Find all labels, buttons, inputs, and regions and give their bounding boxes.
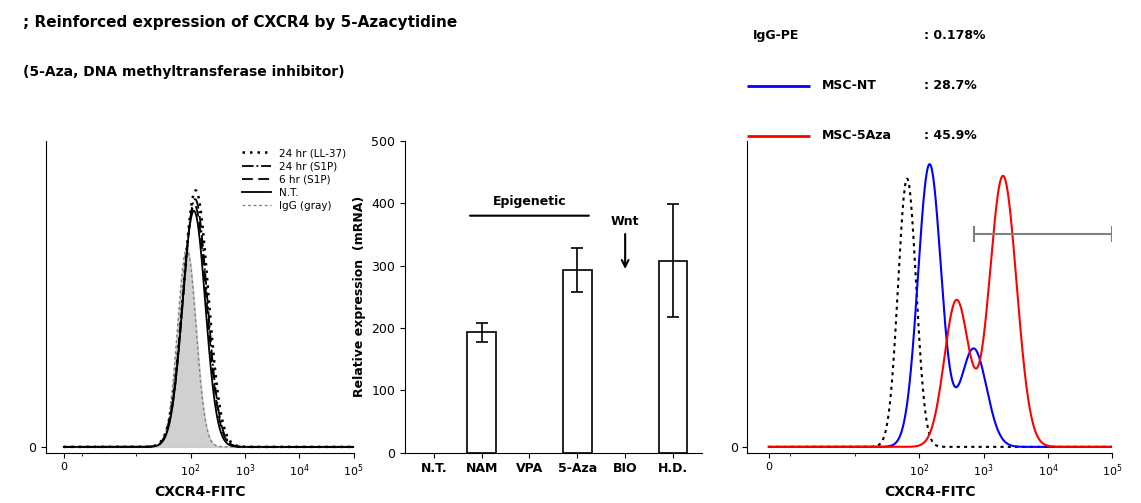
Text: Epigenetic: Epigenetic bbox=[493, 195, 566, 208]
Text: Wnt: Wnt bbox=[610, 215, 639, 228]
X-axis label: CXCR4-FITC: CXCR4-FITC bbox=[154, 484, 245, 498]
Text: (5-Aza, DNA methyltransferase inhibitor): (5-Aza, DNA methyltransferase inhibitor) bbox=[23, 65, 345, 79]
Legend: 24 hr (LL-37), 24 hr (S1P), 6 hr (S1P), N.T., IgG (gray): 24 hr (LL-37), 24 hr (S1P), 6 hr (S1P), … bbox=[240, 146, 348, 213]
Text: : 45.9%: : 45.9% bbox=[924, 129, 977, 142]
X-axis label: CXCR4-FITC: CXCR4-FITC bbox=[884, 484, 976, 498]
Bar bbox=[563, 270, 592, 453]
Text: : 28.7%: : 28.7% bbox=[924, 79, 977, 92]
Y-axis label: Relative expression  (mRNA): Relative expression (mRNA) bbox=[353, 196, 366, 397]
Bar bbox=[658, 261, 687, 453]
Bar bbox=[468, 332, 496, 453]
Text: IgG-PE: IgG-PE bbox=[753, 29, 800, 42]
Text: : 0.178%: : 0.178% bbox=[924, 29, 986, 42]
Text: ; Reinforced expression of CXCR4 by 5-Azacytidine: ; Reinforced expression of CXCR4 by 5-Az… bbox=[23, 15, 458, 30]
Text: MSC-5Aza: MSC-5Aza bbox=[822, 129, 891, 142]
Text: MSC-NT: MSC-NT bbox=[822, 79, 876, 92]
